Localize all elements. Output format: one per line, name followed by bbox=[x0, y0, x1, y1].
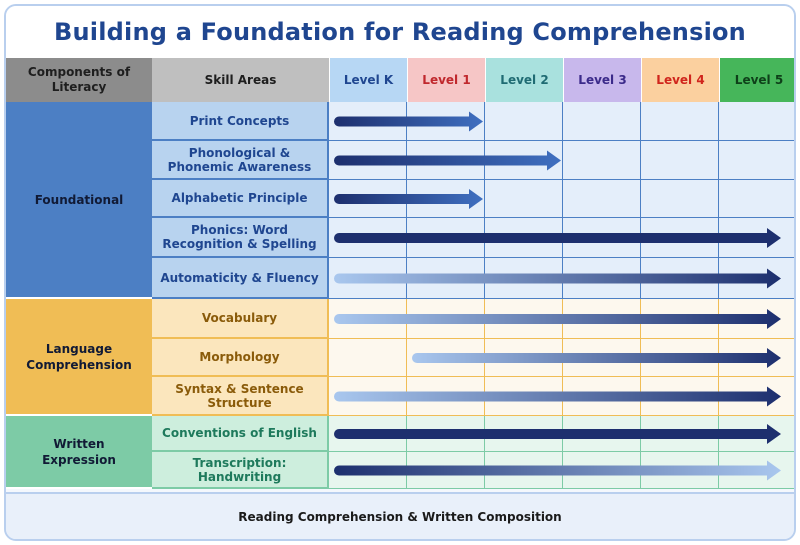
header-level-3: Level 3 bbox=[563, 58, 641, 102]
header-level-1: Level 1 bbox=[407, 58, 485, 102]
progression-arrow-4 bbox=[334, 268, 781, 289]
progression-arrow-7 bbox=[334, 386, 781, 407]
footer-caption: Reading Comprehension & Written Composit… bbox=[6, 492, 794, 539]
skill-area-cell: Transcription: Handwriting bbox=[152, 452, 329, 489]
progression-arrow-2 bbox=[334, 189, 483, 209]
header-components-of-literacy: Components of Literacy bbox=[6, 58, 152, 102]
grid-cell bbox=[329, 339, 407, 377]
grid-cell bbox=[719, 180, 794, 218]
skill-area-cell: Phonics: Word Recognition & Spelling bbox=[152, 218, 329, 258]
grid-cell bbox=[563, 141, 641, 180]
page-title: Building a Foundation for Reading Compre… bbox=[6, 6, 794, 58]
progression-arrow-9 bbox=[334, 460, 781, 481]
header-level-2: Level 2 bbox=[485, 58, 563, 102]
grid-cell bbox=[641, 102, 719, 141]
progression-arrow-8 bbox=[334, 424, 781, 444]
grid-cell bbox=[485, 180, 563, 218]
progression-arrow-1 bbox=[334, 150, 561, 171]
grid-cell bbox=[563, 102, 641, 141]
header-skill-areas: Skill Areas bbox=[152, 58, 329, 102]
skill-area-cell: Automaticity & Fluency bbox=[152, 258, 329, 299]
progression-arrows bbox=[334, 111, 781, 481]
header-level-0: Level K bbox=[329, 58, 407, 102]
diagram-frame: Building a Foundation for Reading Compre… bbox=[4, 4, 796, 541]
progression-arrow-6 bbox=[412, 348, 781, 368]
skill-area-cell: Vocabulary bbox=[152, 299, 329, 339]
skill-area-cell: Conventions of English bbox=[152, 416, 329, 452]
component-language-comprehension: Language Comprehension bbox=[6, 299, 152, 416]
grid-cell bbox=[485, 102, 563, 141]
progression-arrow-5 bbox=[334, 309, 781, 329]
grid-cell bbox=[563, 180, 641, 218]
grid-cell bbox=[641, 141, 719, 180]
grid-cell bbox=[641, 180, 719, 218]
grid-cell bbox=[719, 102, 794, 141]
component-written-expression: Written Expression bbox=[6, 416, 152, 489]
skill-area-cell: Alphabetic Principle bbox=[152, 180, 329, 218]
skill-area-cell: Syntax & Sentence Structure bbox=[152, 377, 329, 416]
grid-cell bbox=[719, 141, 794, 180]
progression-arrow-3 bbox=[334, 228, 781, 248]
component-foundational: Foundational bbox=[6, 102, 152, 299]
header-level-4: Level 4 bbox=[641, 58, 719, 102]
header-level-5: Level 5 bbox=[719, 58, 794, 102]
skill-area-cell: Print Concepts bbox=[152, 102, 329, 141]
skill-area-cell: Phonological & Phonemic Awareness bbox=[152, 141, 329, 180]
skill-area-cell: Morphology bbox=[152, 339, 329, 377]
progression-arrow-0 bbox=[334, 111, 483, 132]
